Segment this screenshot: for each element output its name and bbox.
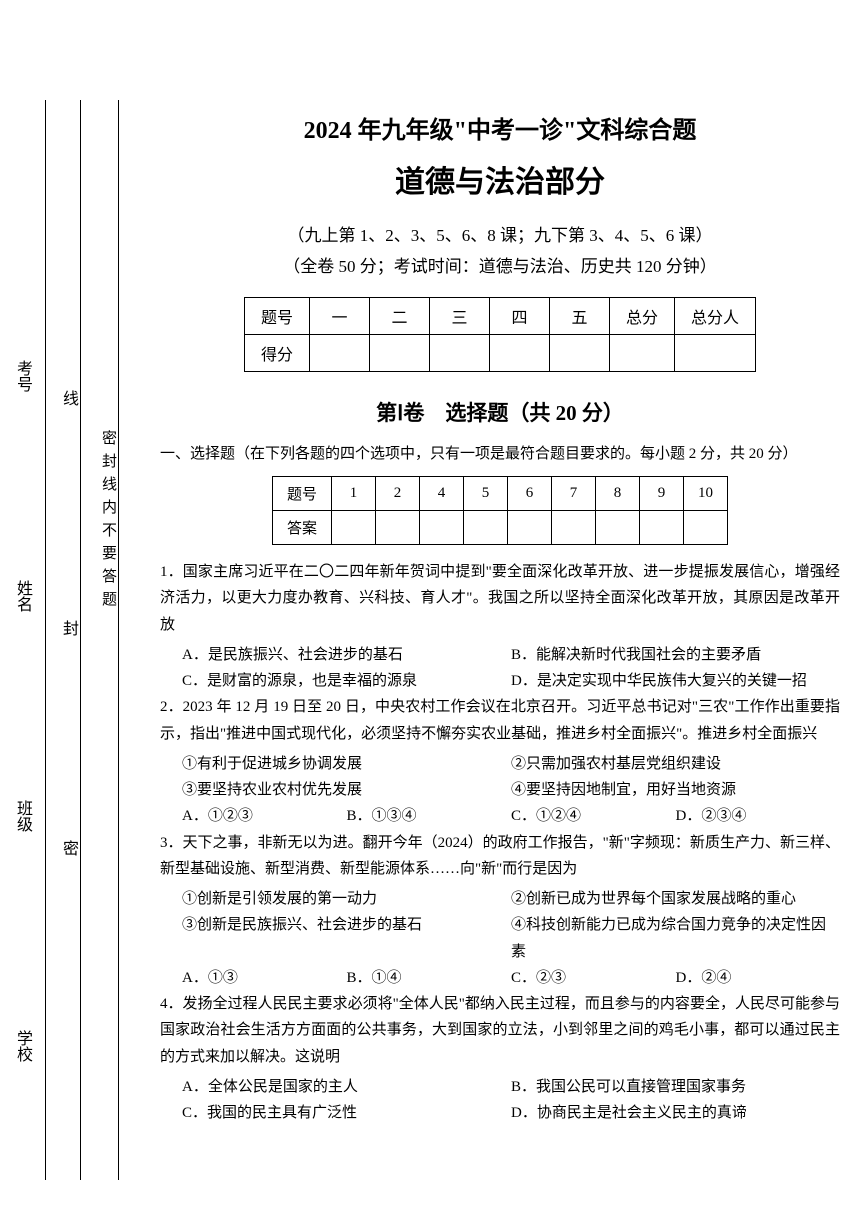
answer-header: 10 [684, 477, 728, 511]
answer-header: 1 [332, 477, 376, 511]
q3-s4: ④科技创新能力已成为综合国力竞争的决定性因素 [511, 912, 840, 965]
seal-feng: 封 [56, 620, 80, 636]
score-cell [675, 335, 756, 372]
question-2: 2．2023 年 12 月 19 日至 20 日，中央农村工作会议在北京召开。习… [160, 694, 840, 747]
seal-mi: 密 [56, 840, 80, 856]
main-title-2: 道德与法治部分 [160, 157, 840, 201]
score-row-label: 得分 [244, 335, 309, 372]
question-4: 4．发扬全过程人民民主要求必须将"全体人民"都纳入民主过程，而且参与的内容要全，… [160, 991, 840, 1070]
answer-cell [640, 511, 684, 545]
answer-cell [376, 511, 420, 545]
q2-opt-b: B．①③④ [347, 803, 512, 829]
score-header: 四 [489, 298, 549, 335]
q2-s3: ③要坚持农业农村优先发展 [182, 777, 511, 803]
subtitle-1: （九上第 1、2、3、5、6、8 课；九下第 3、4、5、6 课） [160, 221, 840, 246]
q4-opt-a: A．全体公民是国家的主人 [182, 1074, 511, 1100]
score-cell [549, 335, 609, 372]
q1-opt-a: A．是民族振兴、社会进步的基石 [182, 642, 511, 668]
answer-header: 9 [640, 477, 684, 511]
answer-row-label: 答案 [272, 511, 331, 545]
score-header: 三 [429, 298, 489, 335]
score-header: 总分 [609, 298, 674, 335]
score-cell [609, 335, 674, 372]
answer-header: 题号 [272, 477, 331, 511]
answer-cell [420, 511, 464, 545]
score-header: 一 [309, 298, 369, 335]
q3-s2: ②创新已成为世界每个国家发展战略的重心 [511, 886, 840, 912]
seal-xian: 线 [56, 390, 80, 406]
score-header: 二 [369, 298, 429, 335]
q3-opt-c: C．②③ [511, 965, 676, 991]
section-instruction: 一、选择题（在下列各题的四个选项中，只有一项是最符合题目要求的。每小题 2 分，… [160, 442, 840, 466]
q2-opt-a: A．①②③ [182, 803, 347, 829]
q1-opt-b: B．能解决新时代我国社会的主要矛盾 [511, 642, 840, 668]
score-cell [429, 335, 489, 372]
q3-opt-a: A．①③ [182, 965, 347, 991]
answer-header: 6 [508, 477, 552, 511]
answer-header: 2 [376, 477, 420, 511]
subtitle-2: （全卷 50 分；考试时间：道德与法治、历史共 120 分钟） [160, 252, 840, 277]
main-title-1: 2024 年九年级"中考一诊"文科综合题 [160, 110, 840, 145]
score-cell [489, 335, 549, 372]
label-school: 学校 [10, 1030, 34, 1062]
answer-header: 8 [596, 477, 640, 511]
q2-s4: ④要坚持因地制宜，用好当地资源 [511, 777, 840, 803]
score-header: 总分人 [675, 298, 756, 335]
answer-cell [684, 511, 728, 545]
answer-table: 题号 1 2 4 5 6 7 8 9 10 答案 [272, 476, 728, 545]
q3-opt-b: B．①④ [347, 965, 512, 991]
answer-cell [508, 511, 552, 545]
q4-opt-c: C．我国的民主具有广泛性 [182, 1100, 511, 1126]
q3-opt-d: D．②④ [676, 965, 841, 991]
answer-header: 4 [420, 477, 464, 511]
score-header: 题号 [244, 298, 309, 335]
score-cell [369, 335, 429, 372]
label-class: 班级 [10, 800, 34, 832]
answer-cell [332, 511, 376, 545]
section-title: 第Ⅰ卷 选择题（共 20 分） [160, 397, 840, 427]
answer-header: 7 [552, 477, 596, 511]
q1-opt-c: C．是财富的源泉，也是幸福的源泉 [182, 668, 511, 694]
q4-opt-d: D．协商民主是社会主义民主的真谛 [511, 1100, 840, 1126]
answer-cell [464, 511, 508, 545]
q2-opt-c: C．①②④ [511, 803, 676, 829]
q2-opt-d: D．②③④ [676, 803, 841, 829]
q2-s2: ②只需加强农村基层党组织建设 [511, 751, 840, 777]
q2-s1: ①有利于促进城乡协调发展 [182, 751, 511, 777]
question-3: 3．天下之事，非新无以为进。翻开今年（2024）的政府工作报告，"新"字频现：新… [160, 830, 840, 883]
question-1: 1．国家主席习近平在二〇二四年新年贺词中提到"要全面深化改革开放、进一步提振发展… [160, 559, 840, 638]
score-header: 五 [549, 298, 609, 335]
label-name: 姓名 [10, 580, 34, 612]
q3-s1: ①创新是引领发展的第一动力 [182, 886, 511, 912]
score-cell [309, 335, 369, 372]
answer-header: 5 [464, 477, 508, 511]
answer-cell [552, 511, 596, 545]
q4-opt-b: B．我国公民可以直接管理国家事务 [511, 1074, 840, 1100]
q3-s3: ③创新是民族振兴、社会进步的基石 [182, 912, 511, 965]
seal-inner-text: 密封线内不要答题 [98, 430, 119, 614]
label-number: 考号 [10, 360, 34, 392]
score-table: 题号 一 二 三 四 五 总分 总分人 得分 [244, 297, 756, 372]
q1-opt-d: D．是决定实现中华民族伟大复兴的关键一招 [511, 668, 840, 694]
answer-cell [596, 511, 640, 545]
